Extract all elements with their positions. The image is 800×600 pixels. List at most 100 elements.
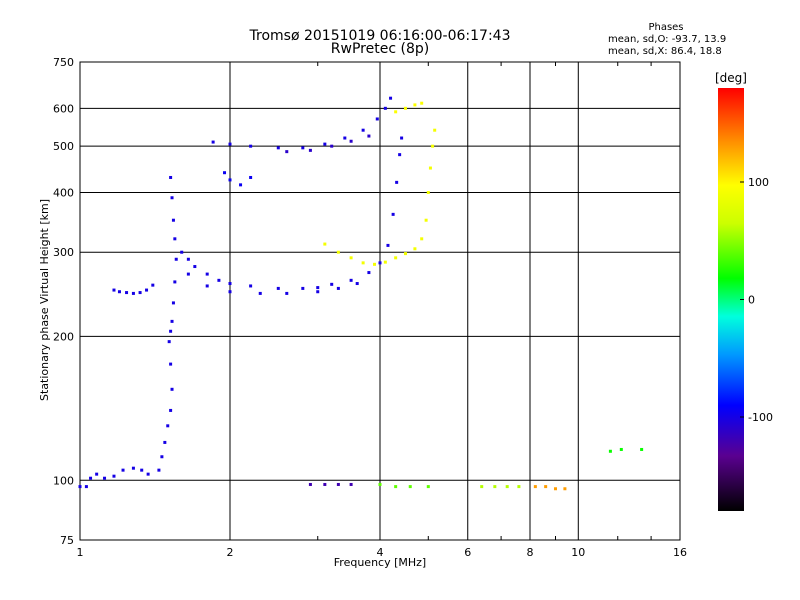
data-point [375,117,379,121]
data-point [383,260,387,264]
data-point [131,291,135,295]
data-point [608,449,612,453]
axis-ticks: 1 2 4 6 8 10 16 75 100 200 300 400 500 600 750 [53,56,687,559]
data-point [400,136,404,140]
data-point [170,319,174,323]
data-point [403,252,407,256]
y-tick-label: 200 [53,330,74,343]
y-tick-label: 400 [53,186,74,199]
data-point [373,262,377,266]
data-point [424,218,428,222]
data-point [103,476,107,480]
data-point [301,286,305,290]
data-point [361,128,365,132]
y-tick-label: 600 [53,102,74,115]
data-point [308,148,312,152]
data-point [330,282,334,286]
x-tick-label: 1 [77,546,84,559]
chart-title: Tromsø 20151019 06:16:00-06:17:43 [249,28,511,44]
data-point [131,466,135,470]
data-point [169,362,173,366]
data-point [228,290,232,294]
data-point [205,284,209,288]
data-point [228,142,232,146]
data-point [367,271,371,275]
phase-stats-heading: Phases [648,22,683,33]
data-point [211,140,215,144]
data-point [217,278,221,282]
data-point [249,284,253,288]
y-tick-label: 75 [60,534,74,547]
data-point [394,485,398,489]
data-point [394,110,398,114]
x-tick-label: 4 [377,546,384,559]
data-point [403,106,407,110]
phase-stats-o: mean, sd,O: -93.7, 13.9 [608,34,726,45]
data-point [330,144,334,148]
data-point [145,288,149,292]
colorbar-tick-label: 100 [748,176,769,189]
data-point [428,166,432,170]
data-point [336,286,340,290]
data-point [160,455,164,459]
data-point [193,265,197,269]
data-point [95,472,99,476]
data-point [228,178,232,182]
data-point [223,171,227,175]
data-point [151,283,155,287]
data-point [383,106,387,110]
data-point [420,101,424,105]
data-point [186,257,190,261]
data-point [367,134,371,138]
data-point [138,291,142,295]
data-point [408,485,412,489]
data-point [170,387,174,391]
data-point [323,482,327,486]
y-tick-label: 750 [53,56,74,69]
data-point [336,250,340,254]
data-point [431,144,435,148]
colorbar-tick-label: 0 [748,294,755,307]
data-point [239,183,243,187]
data-point [169,408,173,412]
colorbar [718,88,744,511]
data-point [89,476,93,480]
data-point [205,272,209,276]
data-point [169,175,173,179]
data-point [413,103,417,107]
x-tick-label: 10 [571,546,585,559]
data-point [517,485,521,489]
data-point [285,291,289,295]
data-point [171,301,175,305]
data-point [285,150,289,154]
y-tick-label: 100 [53,474,74,487]
data-point [308,482,312,486]
data-point [361,261,365,265]
data-point [167,340,171,344]
data-point [157,468,161,472]
grid [80,62,680,540]
y-axis-label: Stationary phase Virtual Height [km] [38,199,51,401]
data-point [169,329,173,333]
data-point [249,175,253,179]
data-point [343,136,347,140]
y-tick-label: 500 [53,140,74,153]
data-point [186,272,190,276]
data-point [433,128,437,132]
data-point [336,482,340,486]
data-point [323,142,327,146]
data-point [349,139,353,143]
data-point [174,257,178,261]
data-point [316,290,320,294]
data-point [349,278,353,282]
data-point [78,485,82,489]
data-point [84,485,88,489]
data-point [276,286,280,290]
x-tick-label: 2 [227,546,234,559]
data-point [533,485,537,489]
x-tick-label: 8 [527,546,534,559]
data-point [355,282,359,286]
data-point [301,146,305,150]
data-point [563,487,567,491]
